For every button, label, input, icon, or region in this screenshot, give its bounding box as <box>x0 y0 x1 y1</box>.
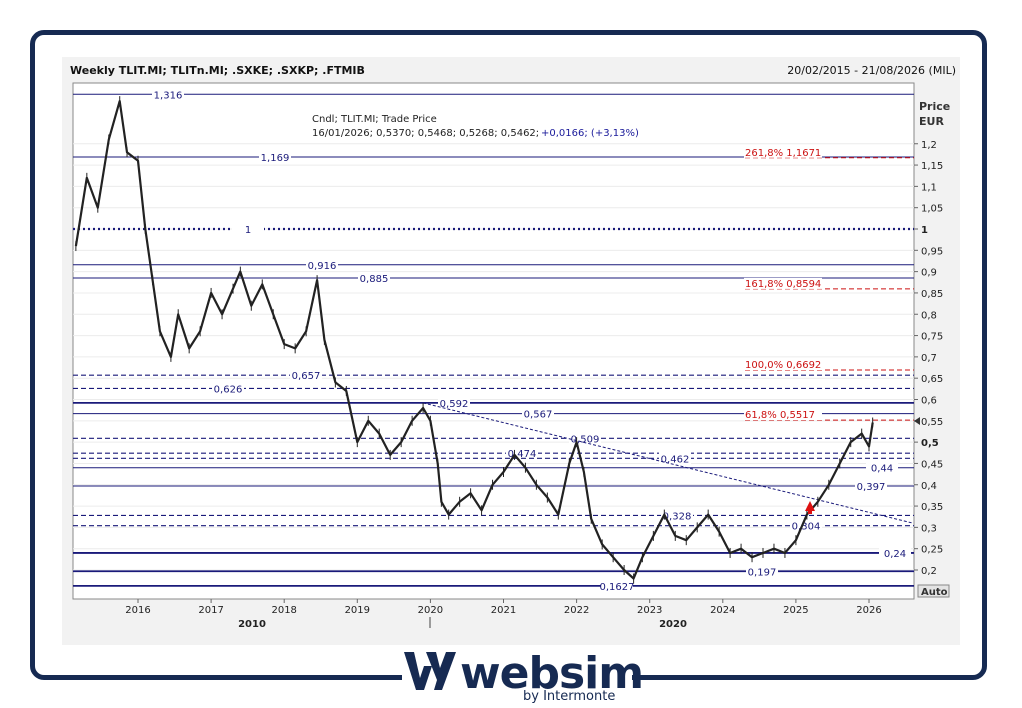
support-label: 0,1627 <box>600 582 635 593</box>
logo-wordmark: websim <box>460 648 644 699</box>
plot-area <box>72 82 915 600</box>
auto-scale-label: Auto <box>921 587 948 598</box>
support-label-bg <box>212 382 244 395</box>
chart-title: Weekly TLIT.MI; TLITn.MI; .SXKE; .SXKP; … <box>70 64 365 77</box>
y-tick-label: 0,65 <box>921 374 943 385</box>
fib-level-label: 161,8% 0,8594 <box>745 279 821 290</box>
y-tick-label: 0,8 <box>921 310 937 321</box>
y-tick-label: 0,6 <box>921 396 937 407</box>
y-tick-label: 0,35 <box>921 502 943 513</box>
y-tick-label: 1,1 <box>921 182 937 193</box>
x-tick-label: 2025 <box>783 605 808 616</box>
legend-line-2-values: 16/01/2026; 0,5370; 0,5468; 0,5268; 0,54… <box>312 128 539 139</box>
x-tick-label: 2016 <box>125 605 150 616</box>
x-tick-label: 2020 <box>418 605 443 616</box>
fib-label-bg <box>744 409 822 421</box>
fib-level-label: 61,8% 0,5517 <box>745 410 815 421</box>
support-label-bg <box>746 565 778 578</box>
y-tick-label: 1,15 <box>921 161 943 172</box>
support-label: 0,626 <box>214 384 243 395</box>
x-tick-label: 2018 <box>271 605 296 616</box>
x-tick-label: 2019 <box>345 605 370 616</box>
support-label: 0,592 <box>440 399 469 410</box>
up-arrow-icon <box>805 501 815 514</box>
websim-logo <box>402 648 632 708</box>
support-label: 0,567 <box>524 410 553 421</box>
x-tick-label: 2026 <box>856 605 881 616</box>
y-tick-label: 0,2 <box>921 566 937 577</box>
y-tick-label: 0,7 <box>921 353 937 364</box>
y-tick-label: 0,55 <box>921 417 943 428</box>
y-tick-label: 1,05 <box>921 204 943 215</box>
support-label-bg <box>290 369 322 382</box>
support-label: 1 <box>245 225 251 236</box>
support-label: 0,44 <box>871 464 893 475</box>
x-tick-label: 2024 <box>710 605 735 616</box>
support-label: 0,397 <box>857 482 886 493</box>
price-series-line <box>74 100 874 580</box>
support-label-bg <box>306 258 338 271</box>
support-label: 0,24 <box>884 549 906 560</box>
x-tick-label: 2017 <box>198 605 223 616</box>
logo-subtitle: by Intermonte <box>523 689 616 704</box>
last-price-marker <box>914 417 920 425</box>
y-tick-label: 0,4 <box>921 481 937 492</box>
support-label: 0,509 <box>571 434 600 445</box>
support-label: 0,197 <box>748 567 777 578</box>
y-tick-label: 0,45 <box>921 459 943 470</box>
y-axis-label-price: Price <box>919 100 950 113</box>
x-decade-label: 2010 <box>238 619 266 630</box>
y-tick-label: 0,95 <box>921 246 943 257</box>
trend-line <box>422 402 913 524</box>
x-tick-label: 2023 <box>637 605 662 616</box>
support-label-bg <box>661 509 693 522</box>
support-label: 0,328 <box>663 511 692 522</box>
support-label: 0,474 <box>508 449 537 460</box>
support-label-bg <box>152 88 184 101</box>
x-tick-label: 2022 <box>564 605 589 616</box>
fib-label-bg <box>744 277 822 289</box>
support-label-bg <box>358 272 390 285</box>
y-tick-label: 0,5 <box>921 438 939 449</box>
support-label: 0,885 <box>360 274 389 285</box>
fib-level-label: 100,0% 0,6692 <box>745 360 821 371</box>
y-tick-label: 0,75 <box>921 332 943 343</box>
fib-label-bg <box>744 359 822 371</box>
y-tick-label: 0,3 <box>921 523 937 534</box>
fib-level-label: 261,8% 1,1671 <box>745 148 821 159</box>
x-decade-label: 2020 <box>659 619 687 630</box>
legend-line-2-change: +0,0166; (+3,13%) <box>541 128 639 139</box>
y-tick-label: 0,85 <box>921 289 943 300</box>
support-label-bg <box>790 519 822 532</box>
support-label-bg <box>879 546 911 559</box>
fib-label-bg <box>744 146 822 158</box>
support-label-bg <box>522 407 554 420</box>
support-label: 1,316 <box>154 90 183 101</box>
support-label-bg <box>259 150 291 163</box>
y-tick-label: 0,9 <box>921 268 937 279</box>
support-label: 0,462 <box>661 454 690 465</box>
auto-scale-button[interactable] <box>917 584 950 598</box>
y-tick-label: 1 <box>921 225 928 236</box>
y-axis-label-unit: EUR <box>919 115 944 128</box>
date-range: 20/02/2015 - 21/08/2026 (MIL) <box>787 64 956 77</box>
support-label-bg <box>438 396 470 409</box>
support-label-bg <box>855 480 887 493</box>
x-tick-label: 2021 <box>491 605 516 616</box>
support-label: 1,169 <box>261 153 290 164</box>
y-tick-label: 1,2 <box>921 140 937 151</box>
support-label: 0,657 <box>292 371 321 382</box>
support-label-bg <box>601 579 633 592</box>
support-label-bg <box>866 461 898 474</box>
support-label: 0,304 <box>792 522 821 533</box>
y-tick-label: 0,25 <box>921 545 943 556</box>
support-label: 0,916 <box>308 261 337 272</box>
legend-line-1: Cndl; TLIT.MI; Trade Price <box>312 114 437 125</box>
support-label-bg <box>659 452 691 465</box>
websim-logo-mark <box>404 652 456 690</box>
support-label-bg <box>232 223 264 235</box>
